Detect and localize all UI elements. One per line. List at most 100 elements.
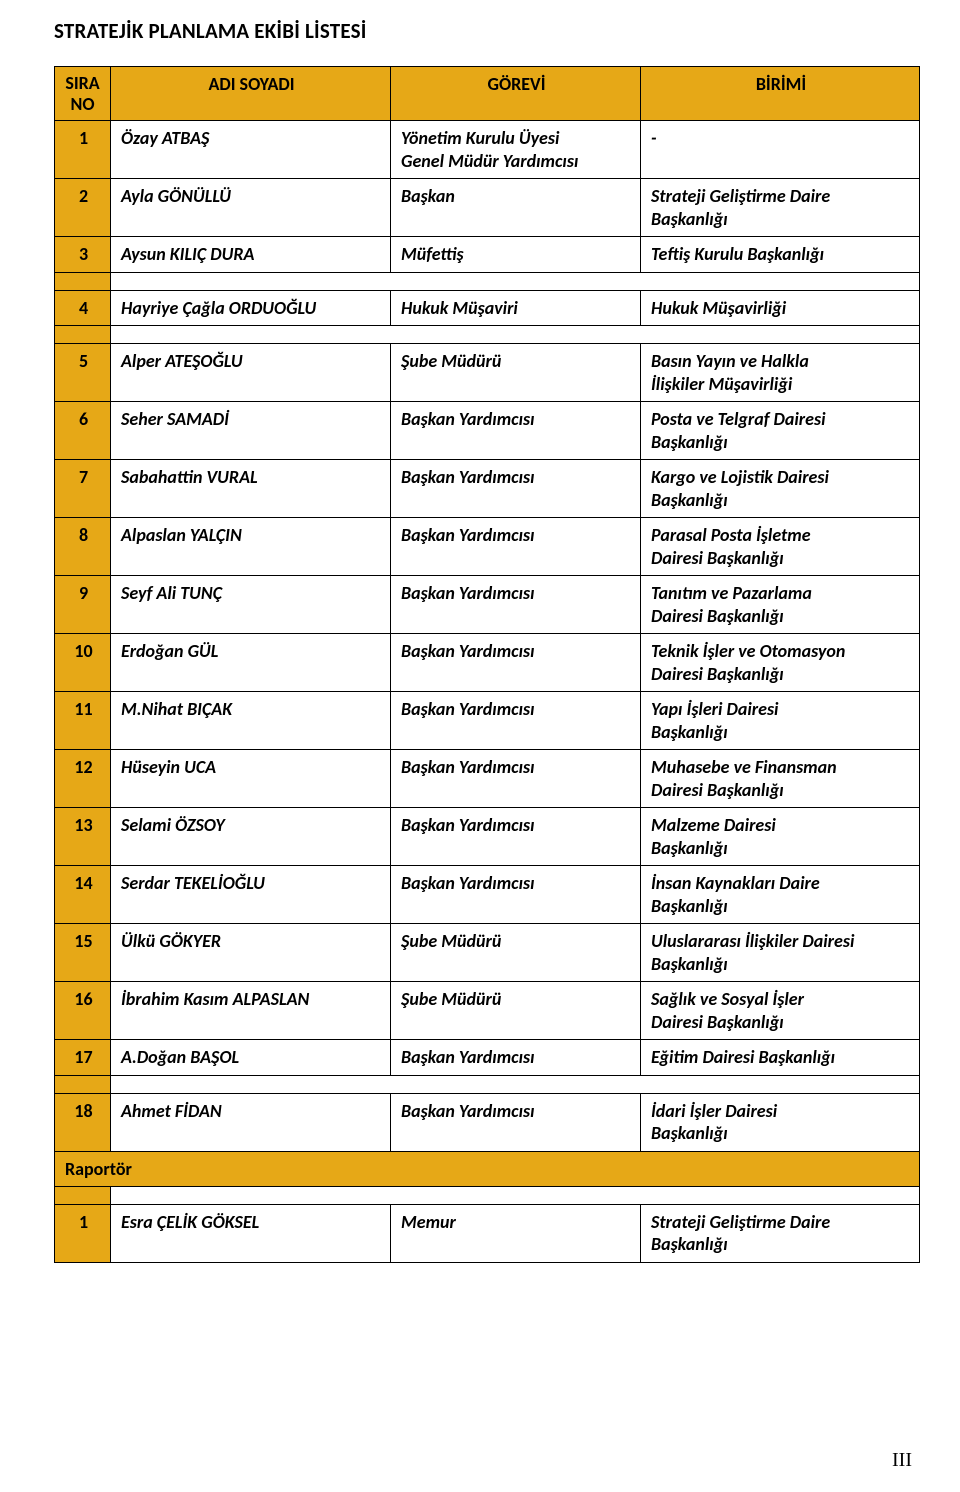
table-row: 3Aysun KILIÇ DURAMüfettişTeftiş Kurulu B… — [55, 237, 920, 273]
cell-name: Alper ATEŞOĞLU — [111, 344, 391, 402]
table-row: 5Alper ATEŞOĞLUŞube MüdürüBasın Yayın ve… — [55, 344, 920, 402]
table-row: 15Ülkü GÖKYERŞube MüdürüUluslararası İli… — [55, 924, 920, 982]
cell-unit: Hukuk Müşavirliği — [641, 290, 920, 326]
cell-no: 3 — [55, 237, 111, 273]
cell-role: Başkan Yardımcısı — [391, 634, 641, 692]
table-row: 13Selami ÖZSOYBaşkan YardımcısıMalzeme D… — [55, 808, 920, 866]
cell-name: Selami ÖZSOY — [111, 808, 391, 866]
spacer-row — [55, 1186, 920, 1204]
table-row: 4Hayriye Çağla ORDUOĞLUHukuk MüşaviriHuk… — [55, 290, 920, 326]
cell-unit: Basın Yayın ve Halklaİlişkiler Müşavirli… — [641, 344, 920, 402]
cell-unit: Strateji Geliştirme DaireBaşkanlığı — [641, 1204, 920, 1262]
cell-role: Başkan Yardımcısı — [391, 460, 641, 518]
cell-role: Başkan — [391, 179, 641, 237]
cell-unit: Muhasebe ve FinansmanDairesi Başkanlığı — [641, 750, 920, 808]
cell-no: 12 — [55, 750, 111, 808]
table-row: 7Sabahattin VURALBaşkan YardımcısıKargo … — [55, 460, 920, 518]
cell-no: 4 — [55, 290, 111, 326]
cell-name: M.Nihat BIÇAK — [111, 692, 391, 750]
table-row: 11M.Nihat BIÇAKBaşkan YardımcısıYapı İşl… — [55, 692, 920, 750]
cell-name: Sabahattin VURAL — [111, 460, 391, 518]
cell-unit: Eğitim Dairesi Başkanlığı — [641, 1040, 920, 1076]
cell-no: 2 — [55, 179, 111, 237]
cell-no: 17 — [55, 1040, 111, 1076]
cell-name: Alpaslan YALÇIN — [111, 518, 391, 576]
sira-line2: NO — [70, 93, 94, 115]
page-title: STRATEJİK PLANLAMA EKİBİ LİSTESİ — [54, 18, 920, 44]
table-body: 1Özay ATBAŞYönetim Kurulu ÜyesiGenel Müd… — [55, 121, 920, 1263]
cell-name: Serdar TEKELİOĞLU — [111, 866, 391, 924]
table-row: 18Ahmet FİDANBaşkan Yardımcısıİdari İşle… — [55, 1093, 920, 1151]
cell-no: 14 — [55, 866, 111, 924]
cell-role: Başkan Yardımcısı — [391, 692, 641, 750]
cell-name: Ülkü GÖKYER — [111, 924, 391, 982]
spacer-row — [55, 1075, 920, 1093]
col-adi-soyadi: ADI SOYADI — [111, 67, 391, 121]
col-gorevi: GÖREVİ — [391, 67, 641, 121]
header-row: SIRA NO ADI SOYADI GÖREVİ BİRİMİ — [55, 67, 920, 121]
raportor-header-row: Raportör — [55, 1151, 920, 1186]
cell-unit: Yapı İşleri DairesiBaşkanlığı — [641, 692, 920, 750]
cell-no: 6 — [55, 402, 111, 460]
cell-no: 1 — [55, 1204, 111, 1262]
cell-unit: Teftiş Kurulu Başkanlığı — [641, 237, 920, 273]
cell-name: Seher SAMADİ — [111, 402, 391, 460]
cell-name: A.Doğan BAŞOL — [111, 1040, 391, 1076]
table-row: 2Ayla GÖNÜLLÜBaşkanStrateji Geliştirme D… — [55, 179, 920, 237]
cell-role: Başkan Yardımcısı — [391, 1093, 641, 1151]
cell-unit: Parasal Posta İşletmeDairesi Başkanlığı — [641, 518, 920, 576]
cell-no: 7 — [55, 460, 111, 518]
col-birimi: BİRİMİ — [641, 67, 920, 121]
cell-name: Aysun KILIÇ DURA — [111, 237, 391, 273]
cell-no: 1 — [55, 121, 111, 179]
cell-name: Esra ÇELİK GÖKSEL — [111, 1204, 391, 1262]
cell-name: Özay ATBAŞ — [111, 121, 391, 179]
cell-no: 8 — [55, 518, 111, 576]
cell-role: Memur — [391, 1204, 641, 1262]
cell-unit: Uluslararası İlişkiler DairesiBaşkanlığı — [641, 924, 920, 982]
spacer-row — [55, 326, 920, 344]
cell-unit: Posta ve Telgraf DairesiBaşkanlığı — [641, 402, 920, 460]
table-row: 10Erdoğan GÜLBaşkan YardımcısıTeknik İşl… — [55, 634, 920, 692]
cell-name: Seyf Ali TUNÇ — [111, 576, 391, 634]
cell-name: Ayla GÖNÜLLÜ — [111, 179, 391, 237]
team-table: SIRA NO ADI SOYADI GÖREVİ BİRİMİ 1Özay A… — [54, 66, 920, 1263]
table-row: 12Hüseyin UCABaşkan YardımcısıMuhasebe v… — [55, 750, 920, 808]
cell-unit: İdari İşler DairesiBaşkanlığı — [641, 1093, 920, 1151]
table-row: 14Serdar TEKELİOĞLUBaşkan Yardımcısıİnsa… — [55, 866, 920, 924]
cell-name: İbrahim Kasım ALPASLAN — [111, 982, 391, 1040]
cell-unit: - — [641, 121, 920, 179]
table-row: 16İbrahim Kasım ALPASLANŞube MüdürüSağlı… — [55, 982, 920, 1040]
cell-name: Erdoğan GÜL — [111, 634, 391, 692]
cell-role: Başkan Yardımcısı — [391, 1040, 641, 1076]
cell-role: Şube Müdürü — [391, 344, 641, 402]
page-number: III — [892, 1449, 912, 1472]
raportor-label: Raportör — [55, 1151, 920, 1186]
cell-role: Başkan Yardımcısı — [391, 866, 641, 924]
cell-no: 10 — [55, 634, 111, 692]
cell-no: 16 — [55, 982, 111, 1040]
spacer-row — [55, 272, 920, 290]
cell-role: Müfettiş — [391, 237, 641, 273]
cell-no: 5 — [55, 344, 111, 402]
cell-unit: Strateji Geliştirme DaireBaşkanlığı — [641, 179, 920, 237]
cell-role: Başkan Yardımcısı — [391, 808, 641, 866]
sira-line1: SIRA — [65, 72, 99, 94]
cell-name: Ahmet FİDAN — [111, 1093, 391, 1151]
cell-role: Başkan Yardımcısı — [391, 402, 641, 460]
cell-no: 9 — [55, 576, 111, 634]
cell-no: 11 — [55, 692, 111, 750]
cell-role: Başkan Yardımcısı — [391, 576, 641, 634]
table-row: 17A.Doğan BAŞOLBaşkan YardımcısıEğitim D… — [55, 1040, 920, 1076]
cell-name: Hayriye Çağla ORDUOĞLU — [111, 290, 391, 326]
cell-unit: Teknik İşler ve OtomasyonDairesi Başkanl… — [641, 634, 920, 692]
table-row: 8Alpaslan YALÇINBaşkan YardımcısıParasal… — [55, 518, 920, 576]
cell-name: Hüseyin UCA — [111, 750, 391, 808]
cell-no: 18 — [55, 1093, 111, 1151]
cell-unit: Malzeme DairesiBaşkanlığı — [641, 808, 920, 866]
cell-unit: Kargo ve Lojistik DairesiBaşkanlığı — [641, 460, 920, 518]
cell-role: Hukuk Müşaviri — [391, 290, 641, 326]
table-row: 1Esra ÇELİK GÖKSELMemurStrateji Geliştir… — [55, 1204, 920, 1262]
cell-role: Başkan Yardımcısı — [391, 750, 641, 808]
cell-role: Başkan Yardımcısı — [391, 518, 641, 576]
